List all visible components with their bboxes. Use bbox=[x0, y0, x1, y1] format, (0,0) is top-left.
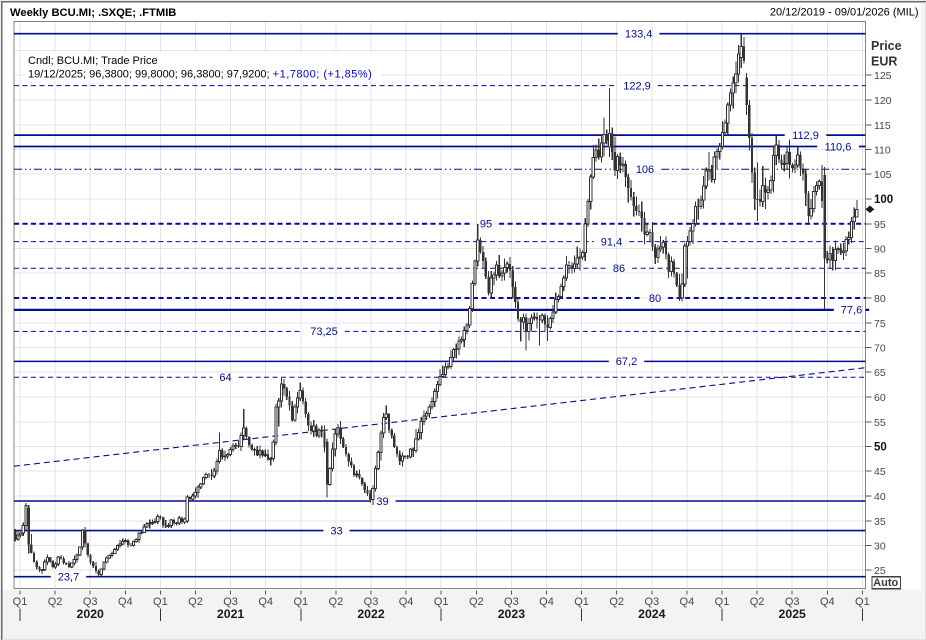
svg-text:120: 120 bbox=[874, 95, 892, 107]
svg-text:Q2: Q2 bbox=[329, 596, 344, 608]
svg-text:55: 55 bbox=[874, 417, 886, 429]
svg-text:110,6: 110,6 bbox=[825, 141, 852, 153]
svg-text:70: 70 bbox=[874, 343, 886, 355]
svg-text:2023: 2023 bbox=[498, 607, 526, 621]
svg-text:30: 30 bbox=[874, 541, 886, 553]
svg-text:125: 125 bbox=[874, 70, 892, 82]
svg-text:Q2: Q2 bbox=[188, 596, 203, 608]
svg-text:60: 60 bbox=[874, 392, 886, 404]
svg-text:Q4: Q4 bbox=[820, 596, 835, 608]
svg-text:2025: 2025 bbox=[779, 607, 807, 621]
svg-text:Price: Price bbox=[871, 39, 902, 53]
svg-text:Q3: Q3 bbox=[644, 596, 659, 608]
svg-text:Q2: Q2 bbox=[750, 596, 765, 608]
svg-text:45: 45 bbox=[874, 466, 886, 478]
svg-text:91,4: 91,4 bbox=[601, 236, 622, 248]
svg-text:Q1: Q1 bbox=[153, 596, 168, 608]
svg-text:95: 95 bbox=[480, 219, 492, 231]
svg-text:Q4: Q4 bbox=[399, 596, 414, 608]
svg-text:2024: 2024 bbox=[638, 607, 666, 621]
svg-text:122,9: 122,9 bbox=[623, 80, 651, 92]
svg-text:77,6: 77,6 bbox=[841, 305, 862, 317]
svg-text:Q1: Q1 bbox=[715, 596, 730, 608]
svg-text:100: 100 bbox=[874, 194, 893, 206]
svg-text:85: 85 bbox=[874, 268, 886, 280]
svg-text:Q4: Q4 bbox=[258, 596, 273, 608]
svg-text:65: 65 bbox=[874, 367, 886, 379]
svg-text:Q4: Q4 bbox=[118, 596, 133, 608]
svg-text:Auto: Auto bbox=[873, 577, 898, 589]
svg-text:Q2: Q2 bbox=[48, 596, 63, 608]
svg-text:Q1: Q1 bbox=[434, 596, 449, 608]
svg-text:Q3: Q3 bbox=[83, 596, 98, 608]
svg-text:Weekly BCU.MI; .SXQE; .FTMIB: Weekly BCU.MI; .SXQE; .FTMIB bbox=[10, 7, 176, 19]
svg-text:86: 86 bbox=[613, 263, 625, 275]
svg-text:20/12/2019 - 09/01/2026 (MIL): 20/12/2019 - 09/01/2026 (MIL) bbox=[770, 7, 919, 19]
svg-text:2021: 2021 bbox=[217, 607, 245, 621]
svg-text:Q2: Q2 bbox=[469, 596, 484, 608]
svg-text:106: 106 bbox=[636, 164, 654, 176]
svg-text:2022: 2022 bbox=[357, 607, 385, 621]
svg-text:33: 33 bbox=[330, 525, 342, 537]
svg-text:Q3: Q3 bbox=[504, 596, 519, 608]
svg-text:75: 75 bbox=[874, 318, 886, 330]
svg-text:35: 35 bbox=[874, 516, 886, 528]
svg-text:EUR: EUR bbox=[871, 55, 897, 69]
svg-text:Q1: Q1 bbox=[13, 596, 28, 608]
svg-text:67,2: 67,2 bbox=[616, 356, 637, 368]
svg-text:2020: 2020 bbox=[77, 607, 105, 621]
svg-text:Q3: Q3 bbox=[364, 596, 379, 608]
svg-text:64: 64 bbox=[219, 372, 231, 384]
svg-text:95: 95 bbox=[874, 219, 886, 231]
svg-text:40: 40 bbox=[874, 491, 886, 503]
svg-text:Q1: Q1 bbox=[293, 596, 308, 608]
svg-text:105: 105 bbox=[874, 169, 892, 181]
svg-text:Q1: Q1 bbox=[855, 596, 870, 608]
svg-text:19/12/2025; 96,3800; 99,8000;: 19/12/2025; 96,3800; 99,8000; 96,3800; 9… bbox=[28, 68, 372, 80]
svg-text:50: 50 bbox=[874, 442, 887, 454]
svg-text:115: 115 bbox=[874, 120, 891, 132]
svg-text:Q2: Q2 bbox=[609, 596, 624, 608]
svg-text:Q3: Q3 bbox=[223, 596, 238, 608]
svg-text:25: 25 bbox=[874, 565, 886, 577]
svg-text:80: 80 bbox=[649, 293, 661, 305]
svg-text:39: 39 bbox=[376, 496, 388, 508]
svg-text:Q4: Q4 bbox=[539, 596, 554, 608]
svg-text:90: 90 bbox=[874, 244, 886, 256]
svg-text:110: 110 bbox=[874, 145, 891, 157]
svg-text:Q1: Q1 bbox=[574, 596, 589, 608]
svg-text:133,4: 133,4 bbox=[625, 29, 653, 41]
svg-text:Q3: Q3 bbox=[785, 596, 800, 608]
svg-text:23,7: 23,7 bbox=[58, 572, 79, 584]
svg-text:112,9: 112,9 bbox=[792, 130, 819, 142]
svg-text:Cndl; BCU.MI; Trade Price: Cndl; BCU.MI; Trade Price bbox=[28, 55, 158, 67]
svg-text:Q4: Q4 bbox=[680, 596, 695, 608]
svg-text:73,25: 73,25 bbox=[310, 326, 338, 338]
svg-text:80: 80 bbox=[874, 293, 886, 305]
